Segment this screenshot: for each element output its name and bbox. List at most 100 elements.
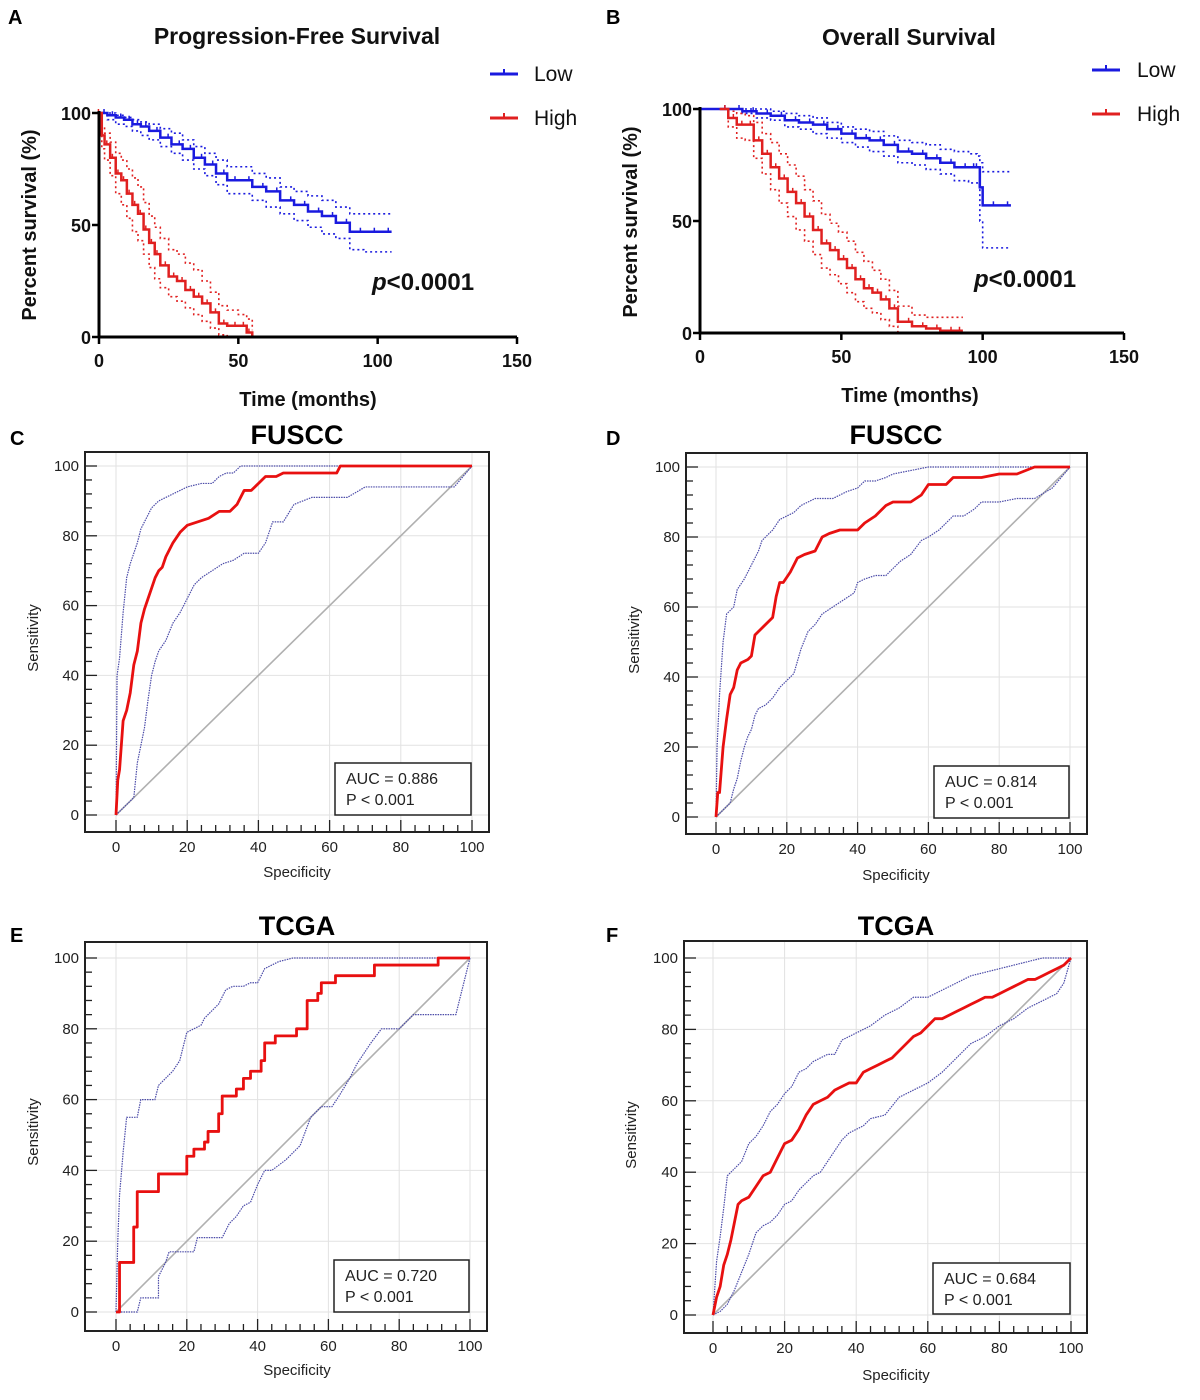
x-tick-label: 80 <box>391 1338 408 1355</box>
panel-letter-b: B <box>606 7 620 29</box>
panel-b-os: Overall Survival 0 50 100 150 0 50 100 Low Hig… <box>620 24 1180 407</box>
y-tick-label: 0 <box>682 324 692 344</box>
y-tick-label: 100 <box>662 100 692 120</box>
auc-box <box>932 1262 1071 1315</box>
y-tick-label: 100 <box>54 458 79 475</box>
legend-label-high: High <box>534 107 577 130</box>
reference-diagonal <box>712 957 1072 1316</box>
y-tick-label: 100 <box>653 950 678 967</box>
legend: Low High <box>1092 59 1180 126</box>
x-tick-label: 100 <box>457 1338 482 1355</box>
y-axis-label: Sensitivity <box>25 604 42 672</box>
plot-area: 0 50 100 150 0 50 100 <box>662 100 1139 367</box>
y-tick-label: 0 <box>670 1307 678 1324</box>
x-tick-label: 20 <box>778 841 795 858</box>
y-tick-label: 40 <box>62 1162 79 1179</box>
panel-a-pfs: Progression-Free Survival 0 50 100 150 0 50 10… <box>19 23 577 411</box>
auc-p-value: P < 0.001 <box>945 795 1014 812</box>
plot-area: 0 20 40 60 80 100 0 20 40 60 80 100 AUC = 0.886 P < 0… <box>54 451 490 856</box>
reference-diagonal <box>115 957 471 1313</box>
y-tick-label: 80 <box>663 529 680 546</box>
ci-lower-low <box>700 108 1011 249</box>
auc-p-value: P < 0.001 <box>345 1289 414 1306</box>
x-tick-label: 40 <box>249 1338 266 1355</box>
x-tick-label: 0 <box>94 351 104 371</box>
x-tick-label: 80 <box>392 839 409 856</box>
ci-upper-curve <box>115 465 472 816</box>
x-axis-label: Time (months) <box>841 385 978 407</box>
auc-box <box>333 1259 470 1313</box>
auc-box <box>334 762 472 816</box>
legend-label-high: High <box>1137 103 1180 126</box>
auc-p-value: P < 0.001 <box>346 792 415 809</box>
y-tick-label: 0 <box>81 328 91 348</box>
chart-title: Overall Survival <box>822 24 996 50</box>
y-tick-label: 80 <box>62 1021 79 1038</box>
x-tick-label: 0 <box>695 347 705 367</box>
y-tick-label: 20 <box>663 739 680 756</box>
panel-f-roc-tcga: TCGA 0 20 40 60 80 100 0 20 40 60 80 100 AUC = 0.684… <box>623 911 1088 1384</box>
ci-lower-high <box>719 108 963 334</box>
plot-area: 0 20 40 60 80 100 0 20 40 60 80 100 AUC = 0.684 P < 0… <box>653 940 1088 1357</box>
ci-lower-high <box>99 112 253 338</box>
x-tick-label: 80 <box>991 1340 1008 1357</box>
chart-title: TCGA <box>259 911 336 941</box>
panel-letter-a: A <box>8 7 22 29</box>
survival-curve-low <box>99 111 392 233</box>
y-axis-label: Sensitivity <box>626 606 643 674</box>
panel-letter-e: E <box>10 925 23 947</box>
reference-diagonal <box>115 465 473 816</box>
x-tick-label: 60 <box>920 841 937 858</box>
panel-c-roc-fuscc: FUSCC 0 20 40 60 80 100 0 20 40 60 80 100 AUC = 0.88… <box>25 420 490 881</box>
legend: Low High <box>490 63 577 130</box>
y-tick-label: 100 <box>54 950 79 967</box>
y-tick-label: 0 <box>71 1304 79 1321</box>
x-tick-label: 100 <box>1057 841 1082 858</box>
chart-title: FUSCC <box>850 420 943 450</box>
x-tick-label: 20 <box>776 1340 793 1357</box>
p-value: <0.0001 <box>989 266 1076 293</box>
ci-upper-low <box>99 112 392 215</box>
legend-label-low: Low <box>534 63 573 86</box>
x-tick-label: 20 <box>178 1338 195 1355</box>
survival-curve-high <box>99 111 254 337</box>
y-tick-label: 100 <box>655 459 680 476</box>
plot-area: 0 20 40 60 80 100 0 20 40 60 80 100 AUC = 0.814 P < 0… <box>655 452 1088 858</box>
x-tick-label: 0 <box>712 841 720 858</box>
x-tick-label: 100 <box>459 839 484 856</box>
survival-curve-high <box>719 107 963 333</box>
y-axis-label: Percent survival (%) <box>19 129 41 320</box>
x-tick-label: 60 <box>321 839 338 856</box>
auc-value: AUC = 0.684 <box>944 1271 1036 1288</box>
ci-upper-curve <box>712 957 1071 1316</box>
x-tick-label: 40 <box>848 1340 865 1357</box>
panel-letter-d: D <box>606 428 620 450</box>
ci-upper-curve <box>115 957 470 1313</box>
auc-value: AUC = 0.886 <box>346 771 438 788</box>
x-axis-label: Specificity <box>263 864 331 881</box>
chart-title: TCGA <box>858 911 935 941</box>
y-tick-label: 20 <box>62 737 79 754</box>
y-tick-label: 100 <box>61 104 91 124</box>
panel-letter-f: F <box>606 925 618 947</box>
y-axis-label: Sensitivity <box>25 1098 42 1166</box>
x-tick-label: 0 <box>112 1338 120 1355</box>
y-tick-label: 80 <box>661 1021 678 1038</box>
ci-upper-high <box>719 108 963 319</box>
y-tick-label: 50 <box>71 216 91 236</box>
y-tick-label: 60 <box>62 1092 79 1109</box>
y-tick-label: 20 <box>62 1233 79 1250</box>
ci-lower-curve <box>115 465 473 816</box>
p-value-annotation: p<0.0001 <box>973 266 1076 293</box>
auc-box <box>933 765 1070 819</box>
plot-frame <box>683 940 1088 1334</box>
x-axis-label: Time (months) <box>239 389 376 411</box>
x-axis-label: Specificity <box>862 1367 930 1384</box>
p-symbol: p <box>973 266 989 293</box>
auc-value: AUC = 0.814 <box>945 774 1037 791</box>
ci-upper-low <box>700 108 1011 173</box>
panel-letter-c: C <box>10 428 24 450</box>
ci-lower-low <box>99 112 392 253</box>
auc-p-value: P < 0.001 <box>944 1292 1013 1309</box>
